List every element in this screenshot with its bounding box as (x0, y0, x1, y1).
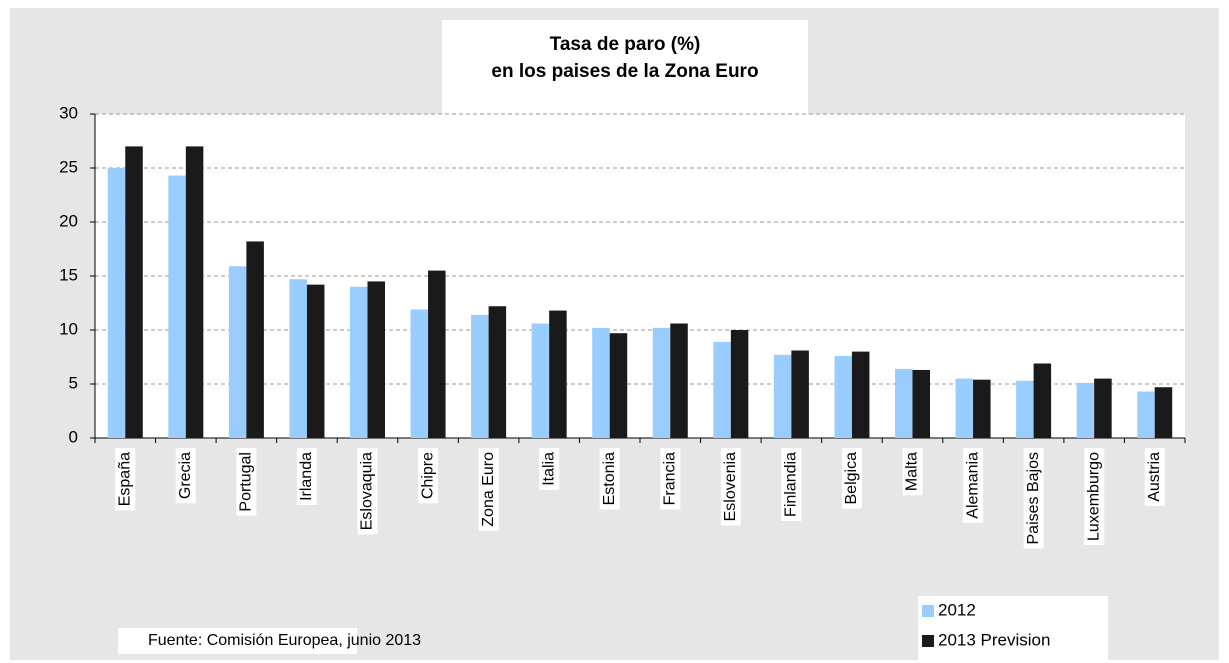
x-tick-label: Eslovaquia (359, 452, 376, 530)
y-tick-label: 20 (59, 211, 78, 230)
x-label-box (902, 448, 923, 496)
x-label-box (1023, 448, 1044, 549)
x-label-box (1084, 448, 1105, 546)
bar (168, 175, 186, 438)
bar (955, 378, 974, 438)
source: Fuente: Comisión Europea, junio 2013 (148, 632, 421, 649)
x-label-box (478, 448, 499, 531)
bar (1016, 380, 1034, 438)
x-label-box (1144, 448, 1165, 506)
x-label-box (236, 448, 257, 516)
legend-swatch (922, 635, 934, 647)
title-box (442, 20, 808, 114)
bar (912, 369, 930, 438)
bar (410, 309, 429, 438)
x-tick-label: Austria (1146, 452, 1163, 502)
bar (428, 270, 446, 438)
y-tick-label: 5 (69, 373, 78, 392)
x-tick-label: Finlandia (783, 452, 800, 517)
bar (367, 281, 385, 438)
x-tick-label: Zona Euro (480, 452, 497, 527)
x-tick-label: Paises Bajos (1025, 452, 1042, 545)
y-tick-label: 10 (59, 319, 78, 338)
bar (488, 306, 507, 438)
x-label-box (720, 448, 741, 526)
bar (973, 379, 991, 438)
x-label-box (115, 448, 136, 511)
x-tick-label: Eslovenia (722, 452, 739, 521)
bar (185, 146, 204, 438)
bar (1076, 382, 1095, 438)
x-tick-label: España (116, 452, 133, 506)
x-tick-label: Francia (661, 452, 678, 505)
x-label-box (599, 448, 620, 510)
x-label-box (781, 448, 802, 522)
x-label-box (296, 448, 317, 506)
y-tick-label: 25 (59, 157, 78, 176)
bar (1094, 378, 1112, 438)
x-label-box (175, 448, 196, 504)
bar (592, 327, 610, 438)
bar (549, 310, 567, 438)
source-box (118, 628, 357, 654)
bar (851, 351, 870, 438)
x-tick-label: Malta (904, 452, 921, 491)
chart-title: Tasa de paro (%) (550, 34, 701, 55)
plot-area (95, 114, 1185, 438)
y-tick-label: 0 (69, 427, 78, 446)
x-tick-label: Chipre (419, 452, 436, 499)
bar (246, 241, 264, 438)
x-tick-label: Alemania (964, 452, 981, 519)
x-tick-label: Luxemburgo (1085, 452, 1102, 541)
x-tick-label: Portugal (238, 452, 255, 512)
bar (791, 350, 809, 438)
bar (107, 168, 126, 438)
bar (730, 330, 749, 438)
chart-subtitle: en los paises de la Zona Euro (491, 61, 758, 82)
x-tick-label: Estonia (601, 452, 618, 505)
bar (350, 286, 368, 438)
x-label-box (418, 448, 439, 504)
legend-box (918, 596, 1108, 660)
bar (1137, 391, 1155, 438)
bar (713, 341, 731, 438)
x-label-box (539, 448, 560, 490)
legend-label: 2013 Prevision (938, 630, 1050, 649)
legend-label: 2012 (938, 600, 976, 619)
bar (773, 354, 792, 438)
bar (652, 327, 671, 438)
x-label-box (660, 448, 681, 510)
bar (289, 279, 307, 438)
bar (471, 314, 489, 438)
bar (306, 284, 325, 438)
bar (895, 368, 913, 438)
x-label-box (963, 448, 984, 523)
bar (609, 333, 628, 438)
bar (125, 146, 143, 438)
bar (228, 266, 247, 438)
bar (1154, 387, 1173, 438)
x-tick-label: Irlanda (298, 452, 315, 501)
bar (834, 355, 852, 438)
x-label-box (357, 448, 378, 535)
x-tick-label: Belgica (843, 452, 860, 505)
x-tick-label: Italia (540, 452, 557, 486)
bar (1033, 363, 1052, 438)
y-tick-label: 30 (59, 103, 78, 122)
x-tick-label: Grecia (177, 452, 194, 499)
y-tick-label: 15 (59, 265, 78, 284)
legend-swatch (922, 605, 934, 617)
x-label-box (841, 448, 862, 509)
bar (531, 323, 550, 438)
bar (670, 323, 688, 438)
